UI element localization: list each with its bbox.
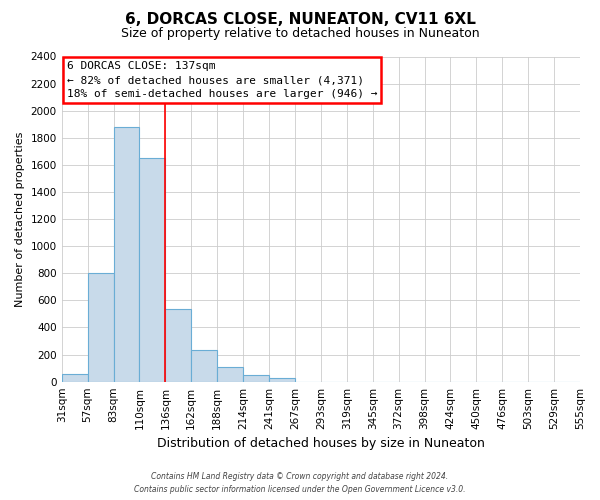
- Text: Size of property relative to detached houses in Nuneaton: Size of property relative to detached ho…: [121, 28, 479, 40]
- Bar: [191, 350, 217, 382]
- Bar: [243, 375, 269, 382]
- X-axis label: Distribution of detached houses by size in Nuneaton: Distribution of detached houses by size …: [157, 437, 485, 450]
- Text: 6 DORCAS CLOSE: 137sqm
← 82% of detached houses are smaller (4,371)
18% of semi-: 6 DORCAS CLOSE: 137sqm ← 82% of detached…: [67, 62, 377, 100]
- Text: 6, DORCAS CLOSE, NUNEATON, CV11 6XL: 6, DORCAS CLOSE, NUNEATON, CV11 6XL: [125, 12, 475, 28]
- Bar: [62, 374, 88, 382]
- Bar: [139, 158, 166, 382]
- Text: Contains HM Land Registry data © Crown copyright and database right 2024.
Contai: Contains HM Land Registry data © Crown c…: [134, 472, 466, 494]
- Y-axis label: Number of detached properties: Number of detached properties: [15, 132, 25, 307]
- Bar: [113, 127, 139, 382]
- Bar: [217, 367, 243, 382]
- Bar: [269, 378, 295, 382]
- Bar: [88, 274, 113, 382]
- Bar: [166, 308, 191, 382]
